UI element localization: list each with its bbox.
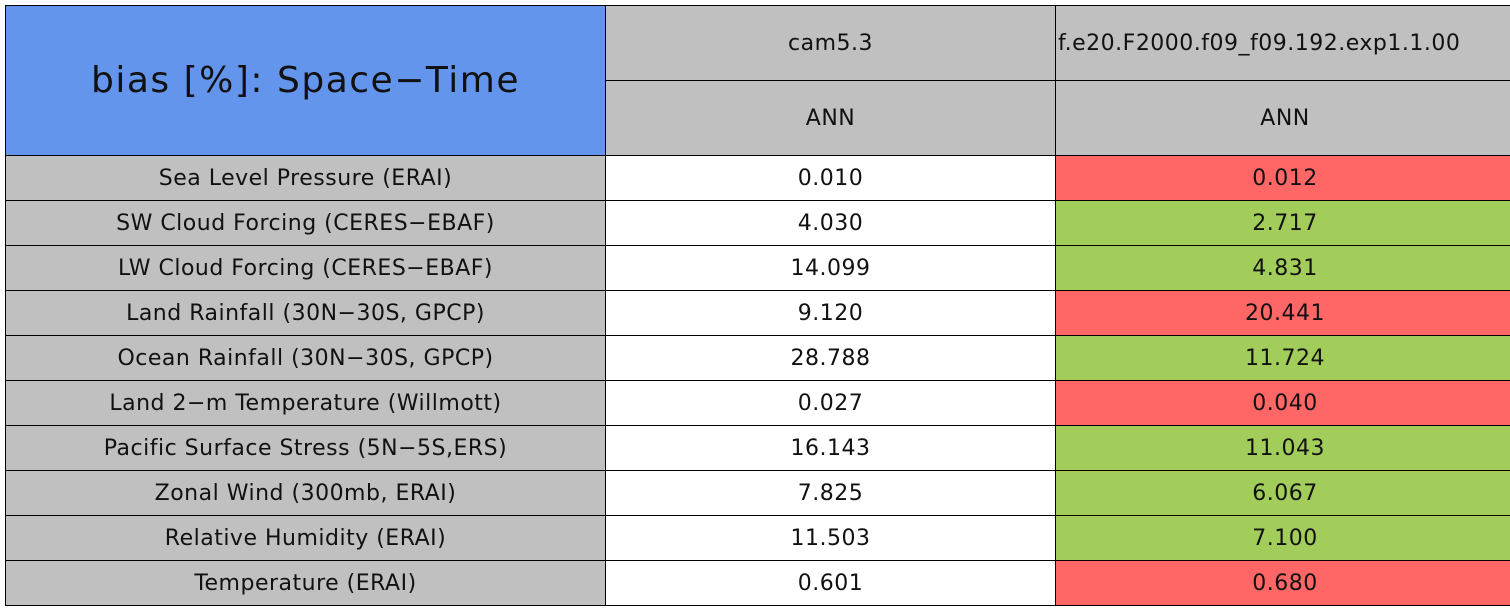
- value-cell: 7.100: [1055, 515, 1510, 561]
- value-cell: 4.030: [605, 200, 1056, 246]
- value-cell: 4.831: [1055, 245, 1510, 291]
- value-cell: 28.788: [605, 335, 1056, 381]
- row-label: Zonal Wind (300mb, ERAI): [5, 470, 606, 516]
- row-label: SW Cloud Forcing (CERES−EBAF): [5, 200, 606, 246]
- column-header: cam5.3: [605, 5, 1056, 81]
- value-cell: 0.680: [1055, 560, 1510, 606]
- value-cell: 0.601: [605, 560, 1056, 606]
- season-header: ANN: [605, 80, 1056, 156]
- row-label: Temperature (ERAI): [5, 560, 606, 606]
- row-label: Land 2−m Temperature (Willmott): [5, 380, 606, 426]
- value-cell: 11.043: [1055, 425, 1510, 471]
- value-cell: 0.012: [1055, 155, 1510, 201]
- row-label: Ocean Rainfall (30N−30S, GPCP): [5, 335, 606, 381]
- value-cell: 6.067: [1055, 470, 1510, 516]
- row-label: Sea Level Pressure (ERAI): [5, 155, 606, 201]
- value-cell: 7.825: [605, 470, 1056, 516]
- column-header: f.e20.F2000.f09_f09.192.exp1.1.00: [1055, 5, 1510, 81]
- value-cell: 14.099: [605, 245, 1056, 291]
- value-cell: 16.143: [605, 425, 1056, 471]
- value-cell: 9.120: [605, 290, 1056, 336]
- value-cell: 2.717: [1055, 200, 1510, 246]
- value-cell: 0.010: [605, 155, 1056, 201]
- value-cell: 0.027: [605, 380, 1056, 426]
- row-label: LW Cloud Forcing (CERES−EBAF): [5, 245, 606, 291]
- row-label: Relative Humidity (ERAI): [5, 515, 606, 561]
- value-cell: 20.441: [1055, 290, 1510, 336]
- row-label: Pacific Surface Stress (5N−5S,ERS): [5, 425, 606, 471]
- title-cell: bias [%]: Space−Time: [5, 5, 606, 156]
- value-cell: 11.503: [605, 515, 1056, 561]
- season-header: ANN: [1055, 80, 1510, 156]
- value-cell: 0.040: [1055, 380, 1510, 426]
- row-label: Land Rainfall (30N−30S, GPCP): [5, 290, 606, 336]
- value-cell: 11.724: [1055, 335, 1510, 381]
